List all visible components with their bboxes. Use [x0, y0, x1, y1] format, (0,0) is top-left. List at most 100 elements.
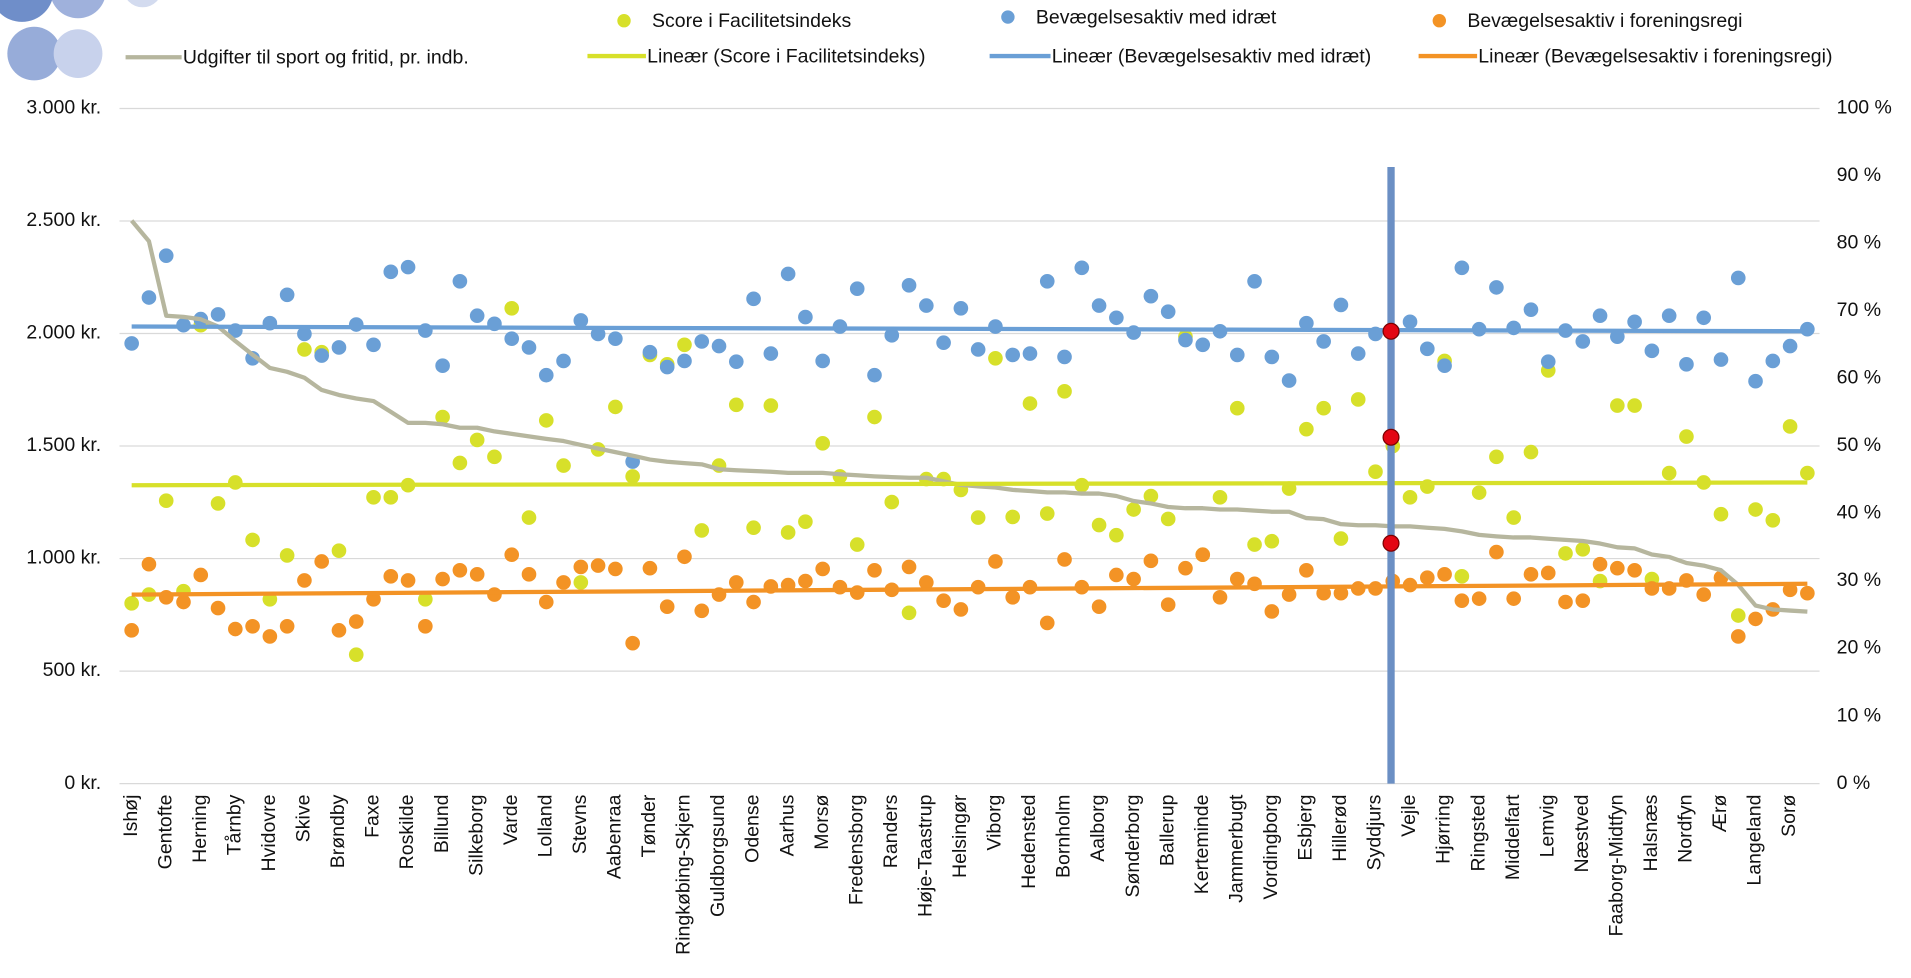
series-dot — [1713, 352, 1729, 367]
y-tick-label: 1.500 kr. — [26, 434, 101, 456]
x-tick-label: Ringkøbing-Skjern — [673, 795, 695, 955]
x-tick-label: Ærø — [1709, 794, 1731, 832]
series-dot — [849, 537, 865, 552]
series-dot — [538, 413, 554, 428]
series-dot — [832, 579, 848, 595]
highlight-dot — [1382, 428, 1400, 446]
x-tick-label: Helsingør — [949, 794, 971, 878]
y2-tick-label: 30 % — [1837, 569, 1881, 591]
x-tick-label: Hvidovre — [258, 795, 280, 872]
series-dot — [608, 331, 623, 347]
series-dot — [1264, 533, 1280, 549]
x-tick-label: Billund — [431, 795, 453, 854]
series-dot — [625, 635, 640, 651]
series-dot — [1316, 334, 1331, 349]
series-dot — [1195, 547, 1211, 563]
series-dot — [1696, 587, 1712, 602]
trend-line — [131, 480, 1808, 488]
series-dot — [435, 358, 450, 374]
x-tick-label: Ishøj — [120, 795, 142, 837]
series-dot — [867, 409, 882, 425]
series-dot — [556, 575, 571, 590]
series-dot — [1281, 373, 1297, 388]
series-dot — [1109, 527, 1124, 543]
series-line — [130, 219, 1808, 614]
series-dot — [901, 559, 917, 575]
series-dot — [124, 336, 139, 351]
series-dot — [1471, 485, 1487, 500]
series-dot — [1454, 569, 1470, 584]
series-dot — [1229, 347, 1245, 363]
series-dot — [1264, 604, 1280, 619]
series-dot — [418, 618, 433, 634]
series-dot — [1333, 297, 1349, 313]
x-tick-label: Bornholm — [1053, 795, 1075, 878]
x-tick-label: Langeland — [1744, 795, 1766, 886]
series-dot — [953, 300, 969, 316]
x-tick-label: Faaborg-Midtfyn — [1605, 795, 1627, 937]
y2-tick-label: 70 % — [1837, 299, 1881, 321]
series-dot — [1039, 273, 1055, 289]
series-dot — [1091, 599, 1107, 615]
series-dot — [1730, 608, 1746, 623]
series-dot — [141, 556, 157, 572]
series-dot — [556, 458, 571, 473]
series-dot — [608, 399, 623, 415]
series-dot — [711, 338, 727, 354]
series-dot — [1489, 449, 1504, 465]
series-dot — [1765, 512, 1781, 528]
x-tick-label: Sorø — [1778, 795, 1800, 837]
series-dot — [1489, 544, 1504, 560]
series-dot — [642, 344, 658, 360]
series-dot — [728, 354, 744, 369]
x-tick-label: Hillerød — [1329, 795, 1351, 862]
series-dot — [694, 603, 710, 619]
y2-tick-label: 50 % — [1837, 434, 1881, 456]
y-tick-label: 1.000 kr. — [26, 547, 101, 569]
series-dot — [262, 629, 278, 644]
series-dot — [1212, 589, 1228, 605]
decoration — [0, 0, 158, 81]
series-dot — [1506, 510, 1521, 525]
series-dot — [1644, 343, 1660, 359]
series-dot — [728, 397, 744, 413]
series-dot — [1022, 346, 1038, 361]
series-dot — [677, 337, 692, 353]
series-dot — [970, 510, 986, 525]
series-dot — [780, 266, 796, 282]
series-dot — [573, 559, 589, 575]
y-tick-label: 2.500 kr. — [26, 209, 101, 231]
series-dot — [1558, 594, 1573, 610]
series-dot — [1247, 273, 1262, 289]
series-dot — [1057, 552, 1072, 567]
series-dot — [590, 558, 606, 573]
x-tick-label: Randers — [880, 794, 902, 868]
series-dot — [1730, 629, 1746, 644]
series-dot — [383, 569, 399, 584]
series-dot — [521, 510, 537, 525]
series-dot — [331, 340, 347, 355]
series-dot — [1610, 398, 1625, 413]
series-dot — [1091, 298, 1107, 313]
series-dot — [919, 298, 934, 313]
series-dot — [1679, 357, 1694, 372]
x-tick-label: Kerteminde — [1191, 795, 1213, 895]
series-dot — [1143, 288, 1159, 304]
series-dot — [383, 264, 399, 280]
series-dot — [487, 587, 502, 602]
series-dot — [521, 340, 537, 355]
series-dot — [573, 575, 589, 590]
y-tick-label: 500 kr. — [43, 659, 102, 681]
series-dot — [1782, 338, 1798, 354]
x-tick-label: Hedensted — [1018, 795, 1040, 889]
y2-tick-label: 100 % — [1837, 97, 1892, 119]
trend-line — [131, 581, 1808, 597]
series-dot — [1782, 582, 1798, 598]
series-dot — [469, 567, 485, 582]
x-tick-label: Halsnæs — [1640, 794, 1662, 871]
series-dot — [210, 496, 226, 511]
series-dot — [504, 300, 520, 316]
series-dot — [884, 494, 900, 510]
series-dot — [849, 585, 865, 600]
series-dot — [366, 337, 381, 353]
